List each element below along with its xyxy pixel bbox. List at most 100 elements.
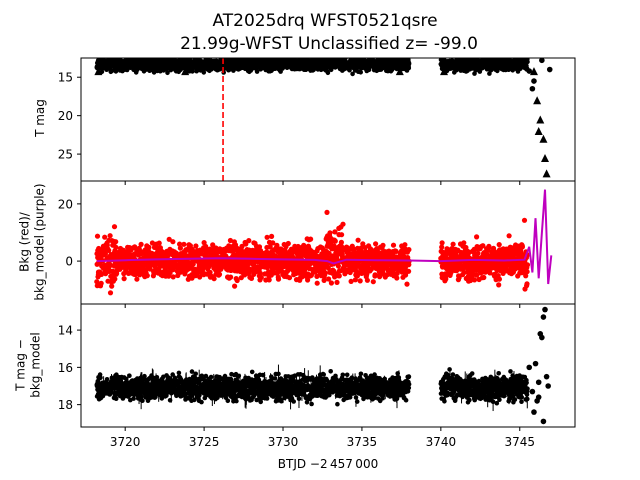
data-point [107, 290, 114, 296]
data-point [286, 275, 293, 281]
data-point [360, 241, 366, 247]
data-point [109, 283, 115, 289]
data-point [257, 270, 263, 276]
data-point [339, 244, 345, 250]
data-point [314, 280, 320, 286]
data-point [481, 274, 487, 281]
data-point [355, 237, 361, 243]
data-point [201, 240, 207, 246]
data-point [374, 247, 380, 253]
data-point [213, 245, 219, 251]
upper-limit-marker [440, 67, 449, 76]
data-point [334, 279, 340, 285]
data-point [113, 396, 119, 402]
data-point [524, 281, 530, 287]
data-point [439, 244, 445, 250]
data-point [456, 275, 462, 281]
data-point [477, 69, 483, 74]
data-point [325, 265, 331, 271]
data-point [207, 269, 213, 275]
data-point [370, 279, 376, 285]
data-point [496, 242, 502, 248]
data-point [102, 234, 108, 240]
data-point [166, 236, 172, 242]
data-point [406, 247, 412, 253]
data-point [121, 276, 127, 282]
y-tick-label: 25 [58, 148, 73, 162]
data-point [521, 217, 528, 223]
data-point [142, 373, 147, 379]
upper-limit-marker [541, 153, 550, 162]
data-point [406, 268, 412, 274]
data-point [326, 276, 332, 282]
data-point [269, 233, 275, 239]
data-point [248, 275, 255, 281]
data-point [372, 272, 378, 278]
upper-limit-marker [534, 127, 543, 136]
data-point [380, 242, 386, 248]
data-point [98, 280, 104, 286]
data-point [134, 276, 140, 282]
y-tick-label: 15 [58, 71, 73, 85]
data-point [539, 58, 545, 64]
data-point [471, 277, 478, 283]
data-point [270, 240, 276, 246]
upper-limit-marker [181, 67, 190, 76]
data-point [340, 221, 346, 227]
data-point [332, 238, 338, 244]
upper-limit-marker [542, 169, 551, 178]
data-point [154, 375, 160, 380]
data-point [406, 61, 412, 66]
plot-area [94, 306, 551, 425]
data-point [104, 377, 110, 382]
upper-limit-marker [533, 96, 542, 105]
data-point [336, 273, 342, 279]
data-point [285, 240, 291, 247]
data-point [352, 277, 358, 283]
plot-area [94, 58, 553, 181]
data-point [327, 230, 333, 236]
data-point [267, 244, 273, 250]
data-point [523, 273, 529, 279]
chart-title-line2: 21.99g-WFST Unclassified z= -99.0 [180, 34, 478, 54]
data-point [531, 78, 537, 84]
data-point [529, 85, 536, 92]
data-point [239, 243, 245, 249]
upper-limit-marker [539, 134, 548, 143]
data-point [266, 277, 272, 283]
y-tick-label: 0 [65, 255, 73, 269]
data-point [227, 237, 233, 244]
data-point [254, 69, 260, 74]
data-point [324, 209, 330, 215]
data-point [246, 238, 252, 244]
data-point [394, 275, 400, 281]
data-point [404, 281, 410, 287]
data-point [322, 270, 328, 276]
data-point [139, 394, 144, 400]
data-point [314, 273, 320, 279]
data-point [165, 70, 170, 76]
data-point [177, 241, 183, 247]
data-point [274, 242, 280, 248]
data-point [364, 277, 370, 283]
data-point [328, 280, 334, 286]
data-point [210, 242, 216, 248]
y-tick-label: 20 [58, 197, 73, 211]
data-point [358, 70, 364, 75]
data-point [506, 262, 512, 268]
data-point [439, 240, 445, 246]
data-point [475, 250, 481, 256]
data-point [156, 266, 162, 272]
upper-limit-marker [529, 67, 538, 76]
data-point [393, 248, 399, 254]
data-point [106, 247, 112, 253]
data-point [156, 240, 162, 246]
data-point [525, 59, 530, 65]
data-point [264, 234, 270, 240]
data-point [373, 241, 379, 247]
data-point [104, 242, 110, 248]
data-point [146, 244, 152, 250]
data-point [486, 243, 492, 249]
